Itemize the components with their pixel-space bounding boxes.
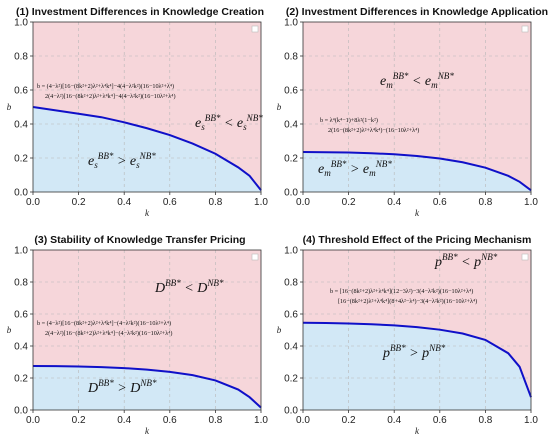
legend-box: [251, 253, 259, 261]
y-tick-label: 0.8: [284, 52, 298, 63]
y-tick-label: 0.6: [284, 86, 298, 97]
region-label-lower: DBB* > DNB*: [87, 378, 157, 396]
y-tick-label: 0.2: [14, 154, 28, 165]
plot-frame: [302, 249, 532, 411]
threshold-formula-denominator: 2(4−λ²)[16−(8k²+2)λ²+λ⁴k⁴]−(4−λ²k²)(16−1…: [45, 330, 172, 337]
subplot-1: 0.0 0.2 0.4 0.6 0.8 1.0 0.0 0.2 0.4 0.6 0.8 1.0 k b (1…: [7, 6, 269, 218]
y-tick-label: 0.8: [14, 52, 28, 63]
x-tick-label: 0.2: [72, 415, 86, 426]
y-tick-label: 0.2: [14, 374, 28, 385]
threshold-formula-numerator: b = [16−(8k²+2)λ²+λ⁴k⁴](12−3λ²)−3(4−λ²k²…: [330, 288, 473, 295]
subplot-title: (1) Investment Differences in Knowledge …: [16, 6, 264, 18]
region-lower-fill: [303, 152, 531, 192]
boundary-curve: [302, 321, 532, 398]
y-axis-label: b: [7, 325, 12, 335]
y-tick-label: 0.4: [14, 342, 28, 353]
region-label-upper: emBB* < emNB*: [380, 71, 454, 90]
y-tick-label: 0.6: [284, 310, 298, 321]
y-tick-label: 1.0: [14, 18, 28, 29]
subplot-4: 0.0 0.2 0.4 0.6 0.8 1.0 0.0 0.2 0.4 0.6 0.8 1.0 k b (4…: [277, 234, 539, 436]
y-tick-label: 0.0: [14, 406, 28, 417]
y-tick-label: 0.6: [14, 310, 28, 321]
x-tick-label: 0.8: [208, 197, 222, 208]
subplot-title: (4) Threshold Effect of the Pricing Mech…: [303, 234, 532, 246]
region-label-lower: pBB* > pNB*: [382, 343, 446, 361]
threshold-formula-denominator: [16−(8k²+2)λ²+λ⁴k⁴](8+4λ²−λ⁴)−3(4−λ²k²)(…: [338, 298, 477, 305]
y-tick-label: 0.0: [284, 406, 298, 417]
subplot-title: (2) Investment Differences in Knowledge …: [286, 6, 548, 18]
x-tick-label: 1.0: [524, 197, 538, 208]
subplot-3: 0.0 0.2 0.4 0.6 0.8 1.0 0.0 0.2 0.4 0.6 0.8 1.0 k b (3…: [7, 234, 269, 436]
region-label-lower: esBB* > esNB*: [88, 151, 156, 170]
threshold-formula-denominator: 2(4−λ²)[16−(8k²+2)λ²+λ⁴k⁴]−4(4−λ²k²)(16−…: [45, 93, 176, 100]
y-tick-label: 1.0: [284, 246, 298, 257]
region-label-lower: emBB* > emNB*: [318, 159, 392, 178]
y-tick-label: 0.6: [14, 86, 28, 97]
region-label-upper: esBB* < esNB*: [195, 113, 263, 132]
y-tick-label: 0.8: [14, 278, 28, 289]
x-tick-label: 0.0: [26, 197, 40, 208]
threshold-formula-denominator: 2(16−(8k²+2)λ²+λ⁴k⁴)−(16−10λ²+λ⁴): [328, 127, 419, 134]
x-axis-label: k: [415, 208, 420, 218]
x-tick-label: 0.8: [478, 415, 492, 426]
boundary-curve: [302, 151, 532, 192]
y-tick-label: 0.2: [284, 374, 298, 385]
threshold-formula-numerator: b = (4−λ²)[16−(8k²+2)λ²+λ⁴k⁴]−4(4−λ²k²)(…: [37, 83, 174, 90]
x-tick-label: 0.6: [163, 415, 177, 426]
y-tick-label: 1.0: [14, 246, 28, 257]
x-tick-label: 1.0: [254, 415, 268, 426]
x-tick-label: 0.0: [26, 415, 40, 426]
x-tick-label: 0.0: [296, 415, 310, 426]
x-axis-label: k: [145, 426, 150, 436]
y-tick-label: 0.0: [284, 188, 298, 199]
plot-frame: [302, 21, 532, 193]
x-tick-label: 0.8: [478, 197, 492, 208]
y-tick-label: 0.4: [284, 342, 298, 353]
x-tick-label: 0.6: [433, 197, 447, 208]
x-tick-label: 0.4: [387, 197, 401, 208]
x-tick-label: 1.0: [254, 197, 268, 208]
threshold-formula-numerator: b = (4−λ²)[16−(8k²+2)λ²+λ⁴k⁴]−(4−λ²k²)(1…: [37, 320, 171, 327]
x-tick-label: 0.8: [208, 415, 222, 426]
plot-frame: [32, 21, 262, 193]
boundary-curve: [32, 365, 262, 409]
subplot-2: 0.0 0.2 0.4 0.6 0.8 1.0 0.0 0.2 0.4 0.6 0.8 1.0 k b (2…: [277, 6, 548, 218]
x-tick-label: 0.0: [296, 197, 310, 208]
x-tick-label: 0.4: [387, 415, 401, 426]
subplot-title: (3) Stability of Knowledge Transfer Pric…: [34, 234, 245, 246]
legend-box: [521, 253, 529, 261]
x-tick-label: 0.2: [342, 197, 356, 208]
y-tick-label: 0.0: [14, 188, 28, 199]
region-label-upper: pBB* < pNB*: [434, 252, 498, 270]
x-tick-label: 0.2: [342, 415, 356, 426]
legend-box: [251, 25, 259, 33]
x-tick-label: 0.6: [163, 197, 177, 208]
y-tick-label: 0.4: [14, 120, 28, 131]
y-tick-label: 0.8: [284, 278, 298, 289]
y-tick-label: 0.2: [284, 154, 298, 165]
region-lower-fill: [33, 366, 261, 410]
threshold-formula-numerator: b = λ⁴(k⁴−1)+8λ²(1−k²): [320, 117, 378, 124]
region-lower-fill: [303, 322, 531, 410]
plot-frame: [32, 249, 262, 411]
y-tick-label: 0.4: [284, 120, 298, 131]
x-axis-label: k: [145, 208, 150, 218]
x-tick-label: 0.4: [117, 197, 131, 208]
y-axis-label: b: [7, 102, 12, 112]
y-axis-label: b: [277, 325, 282, 335]
boundary-curve: [32, 106, 262, 191]
y-tick-label: 1.0: [284, 18, 298, 29]
y-axis-label: b: [277, 102, 282, 112]
x-tick-label: 1.0: [524, 415, 538, 426]
x-tick-label: 0.4: [117, 415, 131, 426]
x-tick-label: 0.2: [72, 197, 86, 208]
region-label-upper: DBB* < DNB*: [154, 278, 224, 296]
legend-box: [521, 25, 529, 33]
x-tick-label: 0.6: [433, 415, 447, 426]
region-lower-fill: [33, 107, 261, 192]
x-axis-label: k: [415, 426, 420, 436]
